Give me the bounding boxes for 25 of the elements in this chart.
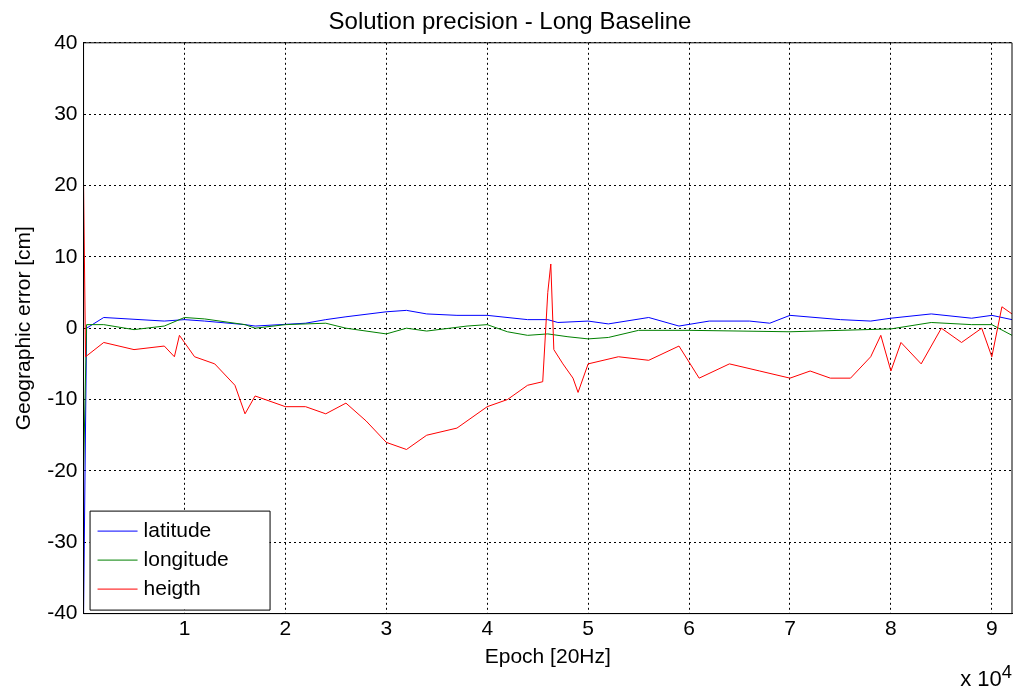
legend-label: longitude bbox=[143, 546, 229, 570]
y-axis-title: Geographic error [cm] bbox=[11, 226, 35, 431]
y-tick-label: 10 bbox=[54, 243, 78, 267]
x-axis-title: Epoch [20Hz] bbox=[484, 644, 611, 668]
x-tick-label: 2 bbox=[279, 616, 292, 639]
x-tick-label: 8 bbox=[885, 616, 897, 639]
chart-title: Solution precision - Long Baseline bbox=[328, 7, 692, 35]
x-tick-label: 3 bbox=[380, 616, 393, 639]
y-tick-label: -20 bbox=[47, 457, 78, 481]
y-tick-label: 0 bbox=[65, 315, 78, 338]
y-tick-label: -30 bbox=[47, 529, 78, 553]
y-tick-label: 30 bbox=[54, 100, 78, 124]
x-tick-label: 4 bbox=[481, 616, 494, 639]
x-tick-label: 1 bbox=[178, 616, 191, 639]
legend-label: latitude bbox=[143, 517, 212, 541]
y-tick-label: -10 bbox=[47, 386, 78, 410]
y-tick-label: 40 bbox=[54, 29, 78, 53]
x-tick-label: 6 bbox=[683, 616, 695, 639]
x-tick-label: 7 bbox=[784, 616, 796, 639]
x-tick-label: 9 bbox=[985, 616, 998, 639]
x-tick-label: 5 bbox=[582, 616, 594, 639]
y-tick-label: -40 bbox=[47, 600, 78, 624]
legend-label: heigth bbox=[143, 575, 201, 599]
text: x 10$^{4}$ bbox=[960, 660, 1012, 692]
y-tick-label: 20 bbox=[54, 172, 78, 196]
